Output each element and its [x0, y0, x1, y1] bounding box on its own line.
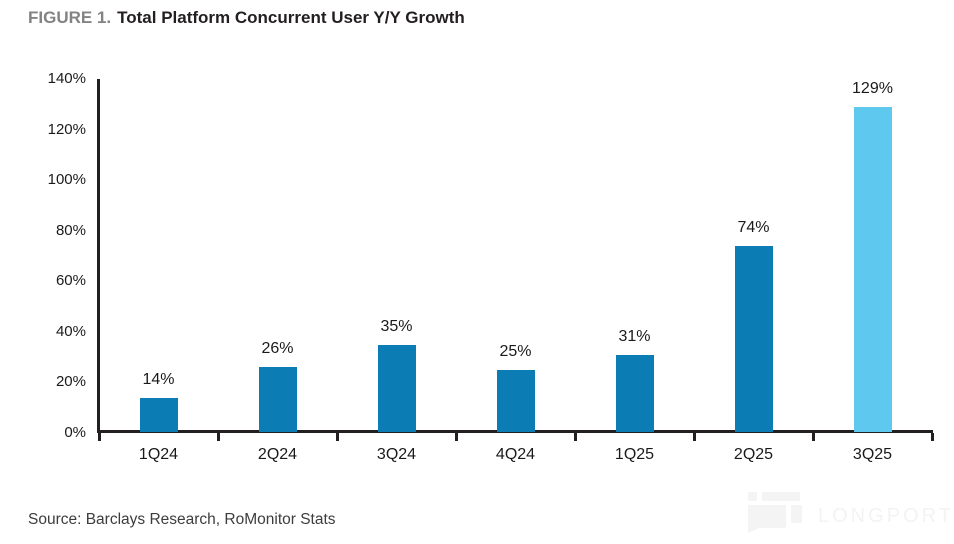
x-axis-tick	[930, 433, 934, 441]
x-axis-category-label: 1Q25	[614, 446, 655, 463]
bar-1Q25	[615, 354, 654, 432]
bar-1Q24	[139, 397, 178, 432]
longport-watermark: LONGPORT	[748, 492, 951, 538]
bar-value-label: 14%	[142, 370, 175, 388]
x-axis-tick	[811, 433, 815, 441]
y-axis-tick-label: 20%	[55, 373, 86, 391]
bar-value-label: 35%	[380, 317, 413, 335]
y-axis-tick-label: 120%	[47, 120, 86, 138]
figure-title: FIGURE 1. Total Platform Concurrent User …	[28, 8, 465, 28]
x-axis-category-label: 3Q24	[376, 446, 417, 463]
x-axis-category-label: 2Q24	[257, 446, 298, 463]
x-axis-tick	[97, 433, 101, 441]
x-axis-tick	[216, 433, 220, 441]
bar-2Q24	[258, 367, 297, 432]
watermark-logo-icon	[748, 505, 786, 533]
watermark-text: LONGPORT	[818, 505, 954, 527]
y-axis-line	[97, 79, 100, 433]
bar-3Q25	[853, 106, 892, 432]
bar-value-label: 74%	[737, 218, 770, 236]
watermark-logo-icon	[762, 492, 800, 501]
bar-value-label: 129%	[852, 79, 893, 97]
watermark-logo-icon	[791, 505, 802, 523]
bar-3Q24	[377, 344, 416, 432]
x-axis-category-label: 1Q24	[138, 446, 179, 463]
bar-value-label: 25%	[499, 342, 532, 360]
x-axis-category-label: 3Q25	[852, 446, 893, 463]
figure-title-text: Total Platform Concurrent User Y/Y Growt…	[117, 8, 465, 27]
x-axis-category-label: 2Q25	[733, 446, 774, 463]
x-axis-tick	[335, 433, 339, 441]
y-axis-tick-label: 80%	[55, 221, 86, 239]
y-axis-tick-label: 0%	[64, 424, 86, 441]
x-axis-tick	[454, 433, 458, 441]
bar-value-label: 26%	[261, 340, 294, 358]
bar-value-label: 31%	[618, 327, 651, 345]
source-note: Source: Barclays Research, RoMonitor Sta…	[28, 511, 336, 528]
y-axis-tick-label: 140%	[47, 70, 86, 87]
figure-number-label: FIGURE 1.	[28, 8, 112, 27]
x-axis-tick	[692, 433, 696, 441]
y-axis-tick-label: 40%	[55, 322, 86, 340]
bar-2Q25	[734, 245, 773, 432]
x-axis-tick	[573, 433, 577, 441]
watermark-logo-icon	[748, 492, 757, 501]
bar-4Q24	[496, 369, 535, 432]
y-axis-tick-label: 60%	[55, 272, 86, 290]
x-axis-category-label: 4Q24	[495, 446, 536, 463]
y-axis-tick-label: 100%	[47, 171, 86, 189]
